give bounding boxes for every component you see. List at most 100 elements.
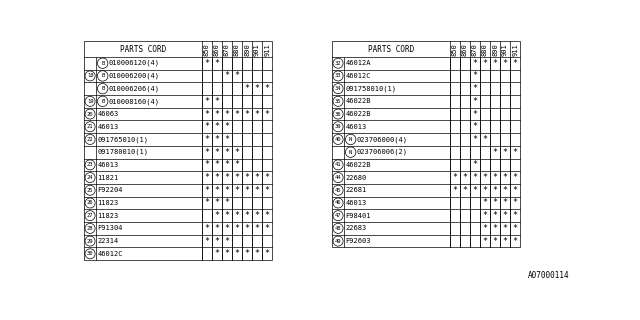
Text: 46013: 46013: [346, 124, 367, 130]
Text: 860: 860: [462, 43, 468, 56]
Text: 901: 901: [502, 43, 508, 56]
Text: *: *: [225, 186, 229, 195]
Text: 30: 30: [87, 251, 93, 256]
Text: *: *: [234, 148, 239, 157]
Text: 11821: 11821: [97, 175, 118, 180]
Text: 870: 870: [472, 43, 478, 56]
Text: *: *: [255, 84, 260, 93]
Text: *: *: [225, 236, 229, 246]
Text: *: *: [204, 109, 209, 118]
Text: *: *: [225, 148, 229, 157]
Text: 010006200(4): 010006200(4): [109, 73, 159, 79]
Text: *: *: [204, 148, 209, 157]
Text: *: *: [225, 135, 229, 144]
Text: *: *: [265, 186, 269, 195]
Text: B: B: [101, 61, 104, 66]
Text: 24: 24: [87, 175, 93, 180]
Text: *: *: [472, 186, 477, 195]
Text: 850: 850: [452, 43, 458, 56]
Text: *: *: [265, 173, 269, 182]
Text: *: *: [472, 135, 477, 144]
Text: 46012A: 46012A: [346, 60, 371, 66]
Text: *: *: [234, 249, 239, 258]
Text: PARTS CORD: PARTS CORD: [367, 45, 414, 54]
Text: 901: 901: [254, 43, 260, 56]
Text: 39: 39: [335, 124, 341, 129]
Text: 46022B: 46022B: [346, 162, 371, 168]
Text: 22: 22: [87, 137, 93, 142]
Text: 26: 26: [87, 201, 93, 205]
Text: *: *: [204, 186, 209, 195]
Text: F91304: F91304: [97, 225, 123, 231]
Text: *: *: [204, 236, 209, 246]
Text: *: *: [493, 236, 497, 246]
Text: 46013: 46013: [97, 124, 118, 130]
Text: 023706006(2): 023706006(2): [356, 149, 408, 156]
Text: 22680: 22680: [346, 175, 367, 180]
Text: 860: 860: [214, 43, 220, 56]
Text: *: *: [472, 160, 477, 169]
Text: *: *: [225, 173, 229, 182]
Text: *: *: [234, 173, 239, 182]
Text: *: *: [493, 211, 497, 220]
Text: 11823: 11823: [97, 213, 118, 219]
Text: 35: 35: [335, 99, 341, 104]
Text: *: *: [502, 186, 508, 195]
Text: *: *: [502, 236, 508, 246]
Text: 091765010(1): 091765010(1): [97, 136, 148, 143]
Text: 46012C: 46012C: [346, 73, 371, 79]
Text: 880: 880: [482, 43, 488, 56]
Text: *: *: [234, 71, 239, 80]
Text: *: *: [244, 224, 250, 233]
Text: *: *: [502, 173, 508, 182]
Text: 27: 27: [87, 213, 93, 218]
Text: *: *: [255, 211, 260, 220]
Text: 870: 870: [224, 43, 230, 56]
Text: *: *: [225, 109, 229, 118]
Text: 36: 36: [335, 112, 341, 116]
Text: 010008160(4): 010008160(4): [109, 98, 159, 105]
Text: 091780010(1): 091780010(1): [97, 149, 148, 156]
Text: *: *: [225, 198, 229, 207]
Text: *: *: [502, 224, 508, 233]
Text: *: *: [204, 59, 209, 68]
Text: *: *: [204, 135, 209, 144]
Text: *: *: [483, 211, 488, 220]
Text: *: *: [234, 211, 239, 220]
Text: *: *: [225, 71, 229, 80]
Text: 21: 21: [87, 124, 93, 129]
Text: 20: 20: [87, 112, 93, 116]
Text: *: *: [483, 198, 488, 207]
Text: *: *: [204, 97, 209, 106]
Text: *: *: [483, 236, 488, 246]
Text: 32: 32: [335, 61, 341, 66]
Text: *: *: [483, 59, 488, 68]
Text: *: *: [483, 186, 488, 195]
Text: *: *: [493, 224, 497, 233]
Text: F92204: F92204: [97, 187, 123, 193]
Text: 46022B: 46022B: [346, 111, 371, 117]
Text: B: B: [101, 99, 104, 104]
Text: *: *: [265, 249, 269, 258]
Text: *: *: [483, 135, 488, 144]
Text: *: *: [204, 224, 209, 233]
Text: *: *: [214, 224, 220, 233]
Text: *: *: [244, 173, 250, 182]
Text: *: *: [452, 186, 457, 195]
Text: A07000114: A07000114: [528, 271, 570, 280]
Text: F98401: F98401: [346, 213, 371, 219]
Text: *: *: [214, 148, 220, 157]
Text: *: *: [493, 198, 497, 207]
Text: 46013: 46013: [346, 200, 367, 206]
Text: 890: 890: [244, 43, 250, 56]
Text: 29: 29: [87, 239, 93, 244]
Text: *: *: [214, 249, 220, 258]
Text: *: *: [472, 59, 477, 68]
Text: *: *: [483, 173, 488, 182]
Text: 010006120(4): 010006120(4): [109, 60, 159, 67]
Text: 091758010(1): 091758010(1): [346, 85, 396, 92]
Text: *: *: [493, 173, 497, 182]
Text: *: *: [462, 173, 467, 182]
Text: *: *: [513, 236, 518, 246]
Text: *: *: [265, 84, 269, 93]
